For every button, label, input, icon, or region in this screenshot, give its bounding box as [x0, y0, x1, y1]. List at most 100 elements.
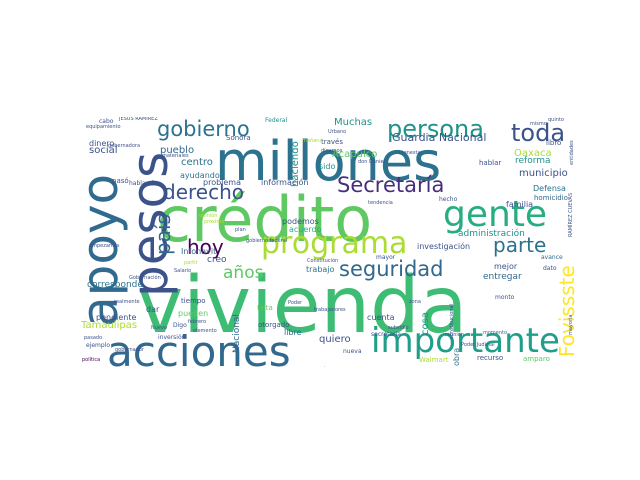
word-derecho: derecho	[163, 180, 244, 204]
word-social: social	[89, 145, 118, 156]
word-hecho: hecho	[439, 196, 458, 203]
word-gobernador: gobernador	[115, 347, 144, 353]
word-equipamiento: equipamiento	[86, 124, 121, 130]
word-poder: Poder	[288, 300, 303, 306]
word-nuevo: Nuevo	[151, 325, 168, 331]
word-elemento: elemento	[193, 328, 217, 334]
word-monto: monto	[495, 294, 515, 301]
word-credito: crédito	[157, 183, 373, 256]
word-acciones: acciones	[107, 327, 291, 368]
word-acapulco: Acapulco	[332, 149, 378, 160]
word-gobernacion: Gobernación	[129, 275, 161, 281]
word-gente: gente	[443, 194, 548, 235]
word-seguridad: seguridad	[339, 257, 444, 281]
word-persona: persona	[387, 117, 484, 143]
word-reunion: reunión	[445, 332, 464, 338]
word-ramirez-cuevas: RAMÍREZ CUEVAS	[568, 192, 574, 237]
word-gobierno: gobierno	[157, 117, 250, 141]
word-corresponde: corresponde	[87, 280, 143, 290]
word-inversion: inversión	[158, 334, 186, 341]
word-defensa: Defensa	[533, 184, 566, 193]
word-salario: Salario	[174, 268, 192, 274]
word-tendencia: tendencia	[368, 200, 393, 206]
word-entregar: entregar	[483, 272, 522, 282]
word-falta: falta	[257, 304, 273, 312]
word-dinero: dinero	[89, 139, 115, 148]
word-libro: libro	[546, 139, 562, 147]
word-empezamos: empezamos	[89, 243, 120, 249]
word-cosa: cosa	[420, 312, 431, 335]
word-ayudando: ayudando	[180, 171, 220, 180]
word-dar: dar	[146, 305, 160, 314]
word-secretaria: Secretaría	[337, 173, 445, 197]
word-subsidio: subsidio	[388, 325, 409, 331]
word-politica: política	[82, 357, 101, 363]
word-amparo: amparo	[523, 355, 550, 363]
word-secretaria-lower: secretaria	[371, 331, 401, 338]
word-cloud: vivienda crédito millones apoyo pesos ac…	[81, 117, 581, 367]
word-partir: partir	[184, 260, 198, 266]
word-trabajo: trabajo	[306, 265, 335, 274]
word-mejor: mejor	[494, 262, 518, 271]
word-mismo: mismo	[530, 121, 547, 127]
word-creo: creo	[207, 255, 227, 265]
word-libre: libre	[284, 328, 302, 337]
word-guardia-nacional: Guardia Nacional	[392, 131, 487, 144]
word-zona: zona	[409, 299, 421, 305]
word-programa: programa	[261, 226, 408, 261]
word-manana: mañana	[302, 138, 323, 144]
word-constitucion: Constitución	[307, 258, 339, 264]
word-reforma: reforma	[515, 156, 551, 166]
word-nacional: Nacional	[232, 314, 242, 353]
word-muchas: Muchas	[334, 117, 373, 128]
word-pasado: pasado	[84, 335, 103, 341]
word-cuenta: cuenta	[367, 313, 395, 322]
word-avance: avance	[541, 254, 563, 261]
word-walmart: Walmart	[419, 356, 449, 364]
word-proximo: próximo	[204, 219, 225, 225]
word-centro: centro	[181, 157, 213, 168]
word-informacion: información	[261, 178, 309, 187]
word-fovissste: Fovissste	[555, 265, 579, 357]
word-anos: años	[223, 263, 264, 283]
word-gobernadora: gobernadora	[108, 143, 141, 149]
word-hoy: hoy	[187, 235, 224, 259]
word-bienestar: bienestar	[399, 150, 423, 156]
word-sonora: Sonora	[226, 134, 251, 142]
word-entidades: entidades	[569, 140, 575, 165]
word-gobierno-federal: gobierno federal	[246, 238, 288, 244]
word-pais: país	[151, 214, 175, 255]
word-millones: millones	[215, 130, 442, 193]
word-mayor: mayor	[376, 254, 396, 261]
word-quiero: quiero	[319, 334, 351, 345]
word-investigacion: investigación	[417, 242, 471, 251]
word-ejemplo: ejemplo	[86, 342, 111, 349]
word-pueblo: pueblo	[160, 145, 195, 156]
word-plan: plan	[235, 227, 246, 233]
word-jesus-ramirez: JESÚS RAMÍREZ	[119, 117, 158, 122]
word-materiales: materiales	[162, 153, 189, 159]
word-hablando: hablando	[129, 180, 157, 187]
word-febrero: febrero	[188, 319, 207, 325]
word-digamos: dígamos	[321, 148, 343, 154]
word-federal: Federal	[265, 117, 288, 124]
word-oaxaca: Oaxaca	[514, 148, 552, 159]
word-homicidio: homicidio	[534, 194, 568, 202]
word-administracion: administración	[458, 229, 525, 239]
word-realmente: realmente	[114, 299, 140, 305]
word-parte: parte	[493, 233, 547, 257]
word-mayoria: mayoría	[568, 314, 574, 335]
word-tiempo: tiempo	[181, 297, 206, 305]
word-podemos: podemos	[282, 217, 319, 226]
word-cabo: cabo	[99, 118, 114, 125]
word-trabajadores: trabajadores	[314, 307, 346, 313]
word-paso: pasó	[112, 177, 129, 185]
word-urbano: Urbano	[328, 129, 347, 135]
word-pueden: pueden	[178, 309, 209, 318]
word-opinion: opinión	[199, 213, 218, 219]
word-acuerdo: acuerdo	[289, 225, 322, 234]
word-familia: familia	[506, 200, 534, 209]
word-poder-judicial: Poder Judicial	[461, 342, 495, 348]
word-vivienda: vivienda	[137, 261, 468, 351]
word-problema: problema	[203, 178, 242, 187]
